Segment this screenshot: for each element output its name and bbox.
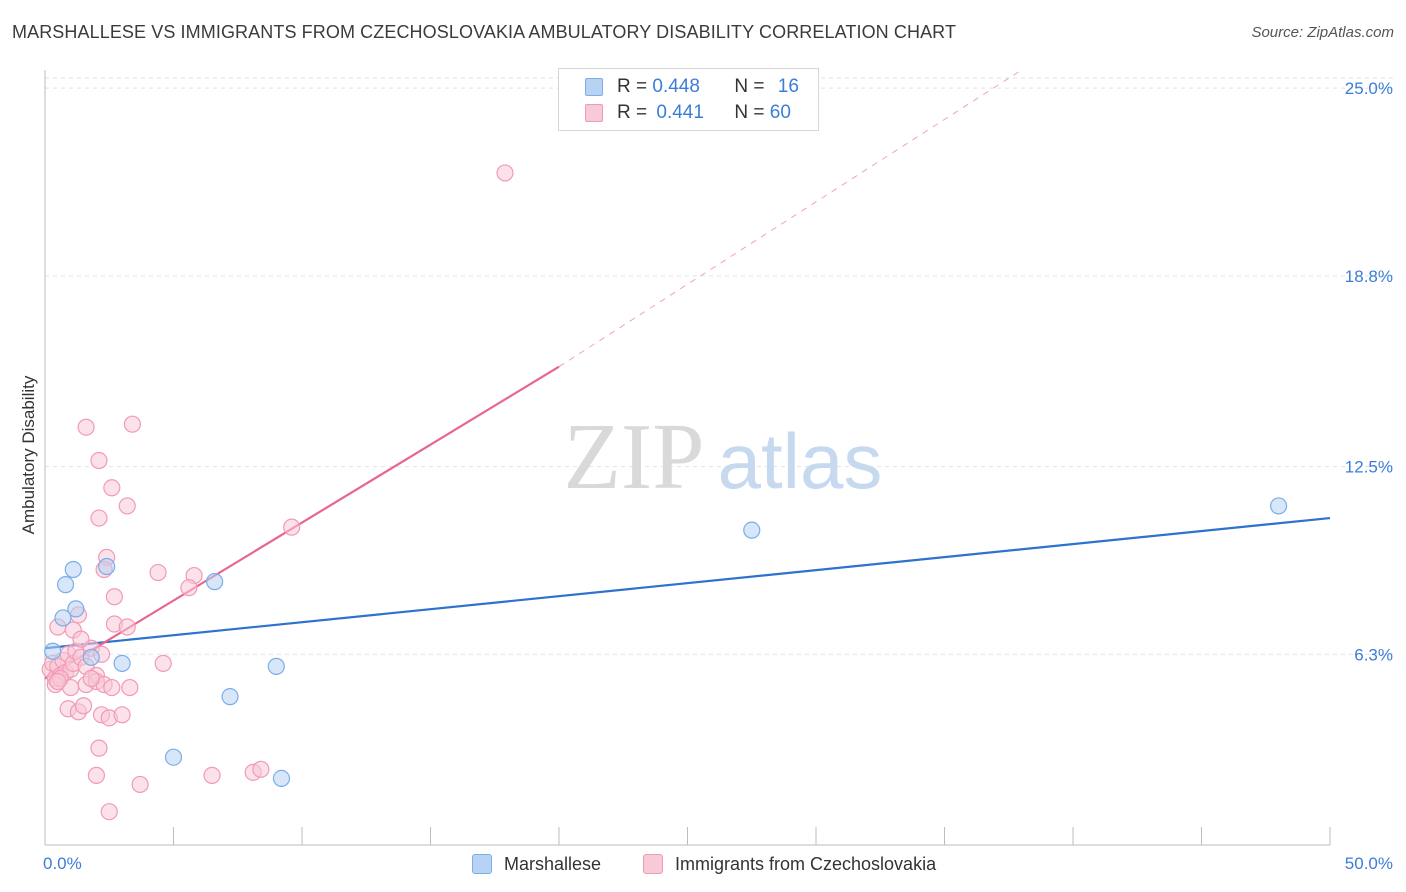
point-czechoslovakia [203,766,221,784]
legend-r-value: 0.441 [656,102,704,123]
legend-r-label: R = [617,102,653,123]
point-marshallese [272,769,291,787]
point-czechoslovakia [496,164,514,182]
legend-n-value: 16 [777,76,799,97]
point-czechoslovakia [72,630,90,648]
point-marshallese [56,576,75,594]
bottom-legend-label: Marshallese [504,853,602,874]
x-tick-label-min: 0.0% [43,854,82,873]
bottom-legend-label: Immigrants from Czechoslovakia [675,853,937,874]
point-marshallese [113,654,131,672]
gridlines [45,77,1395,655]
y-tick-label: 25.0% [1345,79,1393,98]
point-czechoslovakia [90,509,108,527]
point-marshallese [67,600,85,618]
chart-title: MARSHALLESE VS IMMIGRANTS FROM CZECHOSLO… [12,22,957,42]
point-czechoslovakia [105,588,123,606]
point-czechoslovakia [90,739,108,757]
point-marshallese [743,521,761,539]
point-marshallese [221,688,239,706]
legend-r-label: R = [617,76,653,97]
y-tick-label: 6.3% [1354,645,1393,664]
watermark-zip: ZIP [564,405,705,509]
legend-n-value: 60 [769,102,791,123]
point-czechoslovakia [113,706,131,724]
data-points [41,164,1288,821]
point-marshallese [44,642,62,660]
y-tick-label: 12.5% [1345,458,1393,477]
legend-swatch-blue [585,78,603,96]
point-czechoslovakia [180,579,198,597]
point-czechoslovakia [131,775,149,794]
legend-row-czechoslovakia: R = 0.441 N = 60 [585,100,791,126]
point-czechoslovakia [49,672,67,691]
point-marshallese [64,560,82,579]
point-czechoslovakia [103,479,121,497]
tick-labels: 6.3% 12.5% 18.8% 25.0% 0.0% 50.0% [43,79,1393,873]
bottom-legend-swatch-blue [472,854,492,874]
legend-n-label: N = [734,76,770,97]
point-marshallese [98,557,116,576]
correlation-legend: R = 0.448 N = 16 R = 0.441 N = 60 [558,68,819,131]
point-czechoslovakia [118,618,136,636]
point-czechoslovakia [121,678,139,697]
point-czechoslovakia [118,497,136,515]
axes [44,70,1331,846]
point-czechoslovakia [90,451,108,470]
point-czechoslovakia [87,766,106,784]
point-marshallese [82,648,100,666]
point-czechoslovakia [82,669,100,688]
bottom-legend-swatch-pink [643,854,663,874]
trend-line-marshallese [44,516,1331,650]
trend-lines [44,69,1331,680]
point-marshallese [1269,497,1288,515]
point-czechoslovakia [252,760,270,778]
source-label: Source: ZipAtlas.com [1251,24,1394,41]
legend-swatch-pink [585,104,603,122]
point-czechoslovakia [123,415,141,433]
y-axis-label: Ambulatory Disability [19,375,38,534]
point-marshallese [164,748,183,766]
point-marshallese [54,609,72,627]
bottom-legend-czechoslovakia: Immigrants from Czechoslovakia [643,850,936,878]
trend-line-extension [558,69,1022,368]
x-tick-label-max: 50.0% [1345,854,1393,873]
y-tick-label: 18.8% [1345,267,1393,286]
bottom-legend-marshallese: Marshallese [472,850,601,878]
legend-n-label: N = [734,102,770,123]
point-czechoslovakia [103,678,121,697]
legend-r-value: 0.448 [652,76,700,97]
legend-row-marshallese: R = 0.448 N = 16 [585,74,799,100]
point-marshallese [206,573,224,591]
point-czechoslovakia [100,803,118,821]
point-czechoslovakia [283,518,301,536]
point-czechoslovakia [74,697,93,715]
point-czechoslovakia [77,418,95,436]
point-marshallese [267,657,285,675]
point-czechoslovakia [149,563,167,582]
point-czechoslovakia [154,654,172,672]
watermark-atlas: atlas [718,417,883,505]
